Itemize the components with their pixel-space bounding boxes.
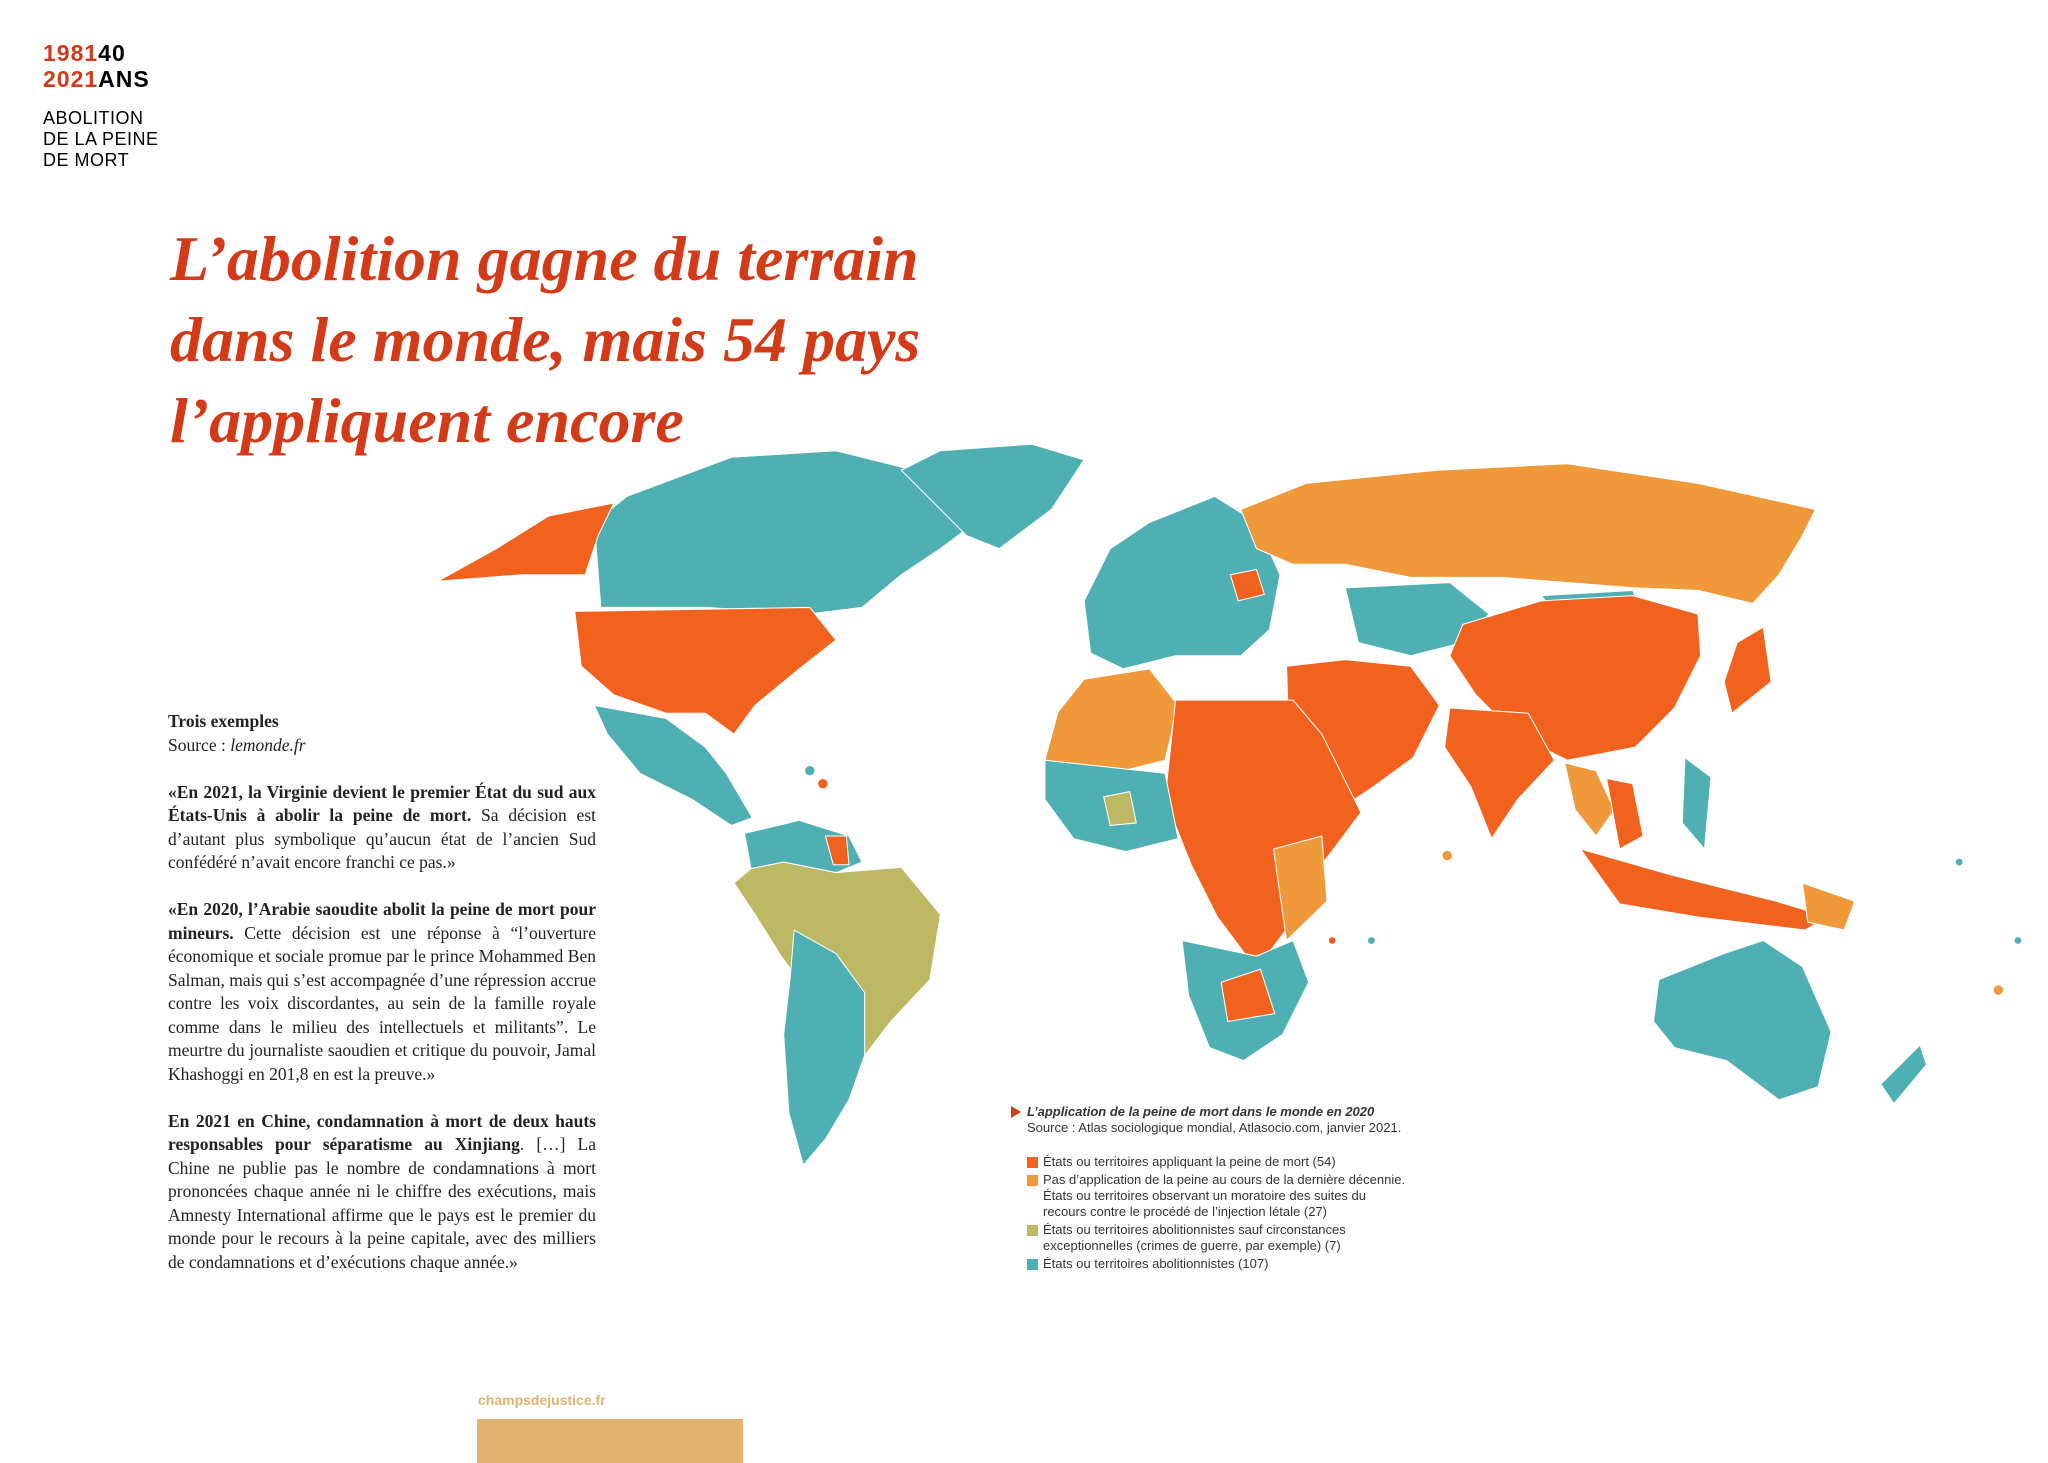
region (1606, 777, 1644, 850)
logo-unit: ANS (98, 66, 150, 92)
title-line: l’appliquent encore (170, 385, 684, 456)
island (1366, 936, 1376, 945)
example-text: Cette décision est une réponse à “l’ouve… (168, 922, 596, 1084)
sidebar-source: Source : lemonde.fr (168, 734, 596, 758)
legend-swatch (1027, 1175, 1038, 1186)
island (817, 777, 829, 790)
region (1220, 968, 1276, 1022)
region (1681, 757, 1712, 850)
legend-swatch (1027, 1157, 1038, 1168)
island (1954, 857, 1964, 867)
logo: 198140 2021ANS ABOLITION DE LA PEINE DE MO… (43, 40, 159, 171)
region (1723, 626, 1772, 714)
region (593, 704, 753, 827)
region (1880, 1044, 1928, 1105)
example-paragraph: En 2021 en Chine, condamnation à mort de… (168, 1110, 596, 1275)
island (1327, 936, 1337, 945)
logo-subtitle-line: DE LA PEINE (43, 129, 159, 149)
legend-swatch (1027, 1259, 1038, 1270)
example-lead: En 2021 en Chine, condamnation à mort de… (168, 1110, 596, 1155)
title: L’abolition gagne du terrain dans le mond… (170, 218, 920, 461)
example-lead: «En 2021, la Virginie devient le premier… (168, 781, 596, 826)
legend-item: États ou territoires abolitionnistes sau… (1027, 1222, 1407, 1254)
map-caption: L’application de la peine de mort dans l… (1011, 1104, 1407, 1274)
footer-band (477, 1419, 743, 1463)
logo-subtitle: ABOLITION DE LA PEINE DE MORT (43, 108, 159, 171)
region (1103, 791, 1137, 827)
legend-item: Pas d’application de la peine au cours d… (1027, 1172, 1407, 1220)
legend-swatch (1027, 1225, 1038, 1236)
example-paragraph: «En 2020, l’Arabie saoudite abolit la pe… (168, 898, 596, 1086)
logo-subtitle-line: DE MORT (43, 150, 130, 170)
region (1044, 668, 1179, 774)
region (1579, 848, 1830, 931)
legend-label: Pas d’application de la peine au cours d… (1043, 1172, 1406, 1219)
example-text: . […] La Chine ne publie pas le nombre d… (168, 1134, 596, 1272)
island (804, 764, 816, 777)
logo-subtitle-line: ABOLITION (43, 108, 144, 128)
island (1992, 984, 2005, 996)
region (1801, 882, 1856, 931)
region (900, 443, 1085, 550)
source-name: lemonde.fr (230, 734, 306, 755)
caption-source: Source : Atlas sociologique mondial, Atl… (1027, 1120, 1402, 1135)
footer-url: champsdejustice.fr (478, 1392, 606, 1408)
legend-label: États ou territoires abolitionnistes (10… (1043, 1256, 1269, 1271)
region (574, 606, 837, 735)
region (1564, 762, 1615, 837)
island (1441, 849, 1453, 862)
logo-year: 2021 (43, 66, 99, 92)
island (2013, 936, 2023, 945)
logo-year: 1981 (43, 40, 99, 66)
caption-marker (1011, 1106, 1021, 1118)
region (1272, 835, 1328, 942)
example-paragraph: «En 2021, la Virginie devient le premier… (168, 781, 596, 875)
example-lead: «En 2020, l’Arabie saoudite abolit la pe… (168, 899, 596, 943)
legend-label: États ou territoires abolitionnistes sau… (1043, 1222, 1346, 1253)
legend-item: États ou territoires abolitionnistes (10… (1027, 1256, 1407, 1272)
region (437, 502, 615, 582)
region (783, 929, 866, 1166)
sidebar: Trois exemples Source : lemonde.fr «En 2… (168, 710, 596, 1298)
example-text: Sa décision est d’autant plus symbolique… (168, 805, 596, 872)
region (1229, 569, 1265, 602)
region (824, 835, 850, 866)
title-line: dans le monde, mais 54 pays (170, 304, 921, 375)
legend-item: États ou territoires appliquant la peine… (1027, 1154, 1407, 1170)
legend-label: États ou territoires appliquant la peine… (1043, 1154, 1336, 1169)
region (1653, 939, 1832, 1101)
region (1444, 707, 1555, 840)
region (593, 450, 994, 615)
region (1083, 495, 1281, 670)
region (1240, 463, 1817, 605)
legend: États ou territoires appliquant la peine… (1027, 1154, 1407, 1272)
title-line: L’abolition gagne du terrain (170, 223, 919, 294)
caption-title: L’application de la peine de mort dans l… (1027, 1104, 1375, 1119)
logo-number: 40 (98, 40, 126, 66)
source-label: Source : (168, 734, 226, 755)
sidebar-heading: Trois exemples (168, 711, 279, 731)
